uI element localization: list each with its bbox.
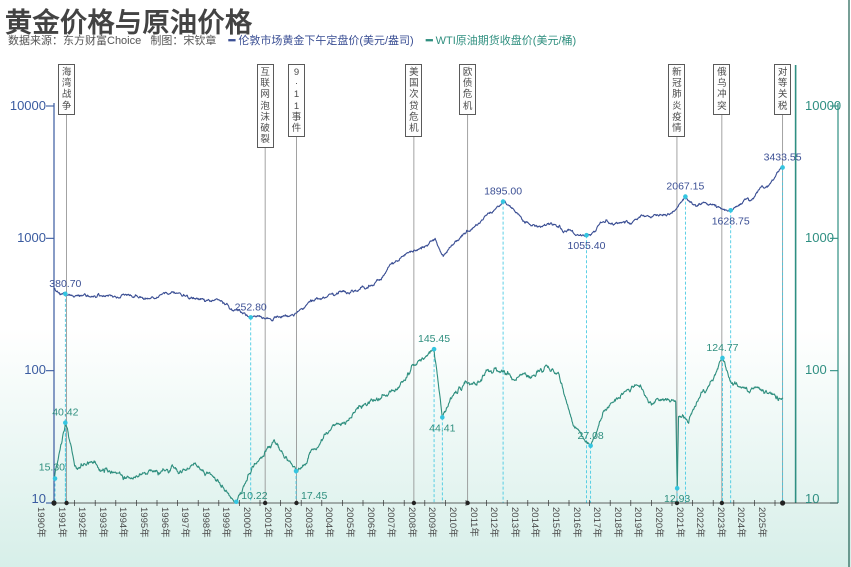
svg-text:40.42: 40.42 xyxy=(52,407,78,419)
svg-text:27.08: 27.08 xyxy=(577,430,603,442)
svg-text:10.22: 10.22 xyxy=(241,490,267,502)
svg-text:1055.40: 1055.40 xyxy=(568,240,606,252)
svg-text:145.45: 145.45 xyxy=(418,333,450,345)
svg-text:2067.15: 2067.15 xyxy=(666,181,704,193)
svg-text:380.70: 380.70 xyxy=(49,278,81,290)
svg-text:17.45: 17.45 xyxy=(301,490,327,502)
svg-text:124.77: 124.77 xyxy=(706,342,738,354)
svg-text:1628.75: 1628.75 xyxy=(712,215,750,227)
svg-text:12.93: 12.93 xyxy=(664,493,690,505)
svg-text:15.30: 15.30 xyxy=(39,462,65,474)
svg-text:3433.55: 3433.55 xyxy=(764,151,802,163)
svg-text:1895.00: 1895.00 xyxy=(484,186,522,198)
svg-text:252.80: 252.80 xyxy=(235,301,267,313)
svg-text:44.41: 44.41 xyxy=(429,422,455,434)
